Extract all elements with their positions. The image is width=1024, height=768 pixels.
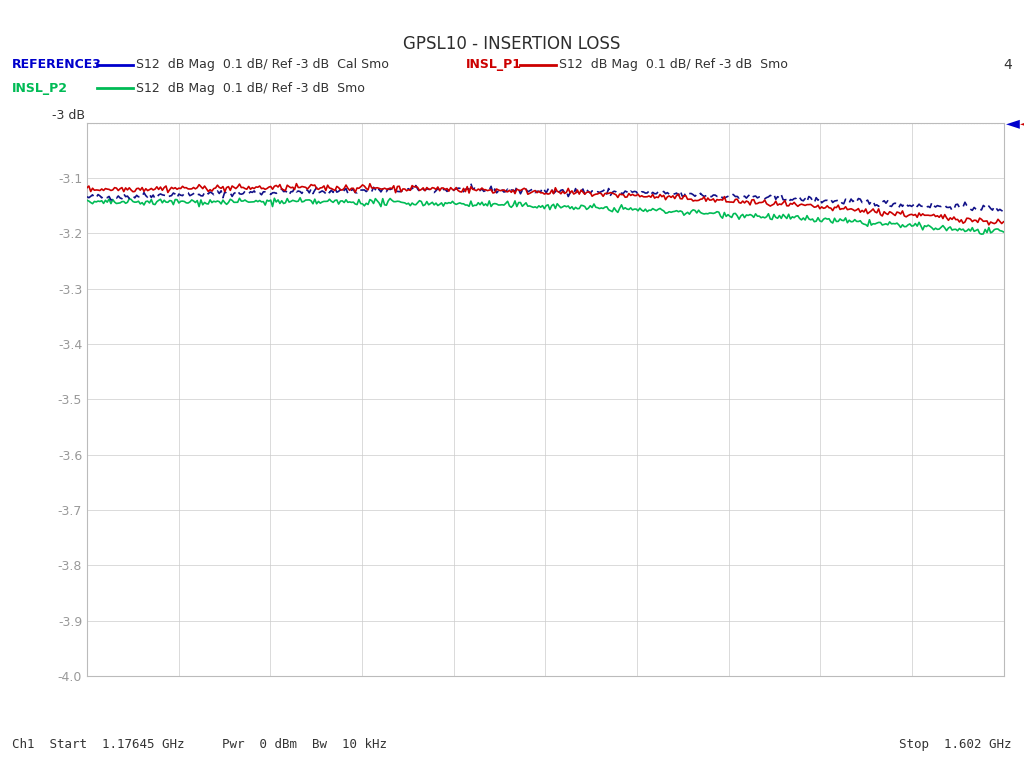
Text: Ch1  Start  1.17645 GHz     Pwr  0 dBm  Bw  10 kHz: Ch1 Start 1.17645 GHz Pwr 0 dBm Bw 10 kH…	[12, 738, 387, 751]
Text: ◄: ◄	[1020, 114, 1024, 132]
Text: GPSL10 - INSERTION LOSS: GPSL10 - INSERTION LOSS	[403, 35, 621, 52]
Text: 4: 4	[1002, 58, 1012, 71]
Text: S12  dB Mag  0.1 dB/ Ref -3 dB  Cal Smo: S12 dB Mag 0.1 dB/ Ref -3 dB Cal Smo	[136, 58, 389, 71]
Text: S12  dB Mag  0.1 dB/ Ref -3 dB  Smo: S12 dB Mag 0.1 dB/ Ref -3 dB Smo	[136, 82, 366, 94]
Text: S12  dB Mag  0.1 dB/ Ref -3 dB  Smo: S12 dB Mag 0.1 dB/ Ref -3 dB Smo	[559, 58, 788, 71]
Text: -3 dB: -3 dB	[52, 109, 85, 122]
Text: INSL_P2: INSL_P2	[12, 82, 69, 94]
Text: ◄: ◄	[1006, 114, 1020, 132]
Text: Stop  1.602 GHz: Stop 1.602 GHz	[899, 738, 1012, 751]
Text: INSL_P1: INSL_P1	[466, 58, 522, 71]
Text: REFERENCE3: REFERENCE3	[12, 58, 102, 71]
